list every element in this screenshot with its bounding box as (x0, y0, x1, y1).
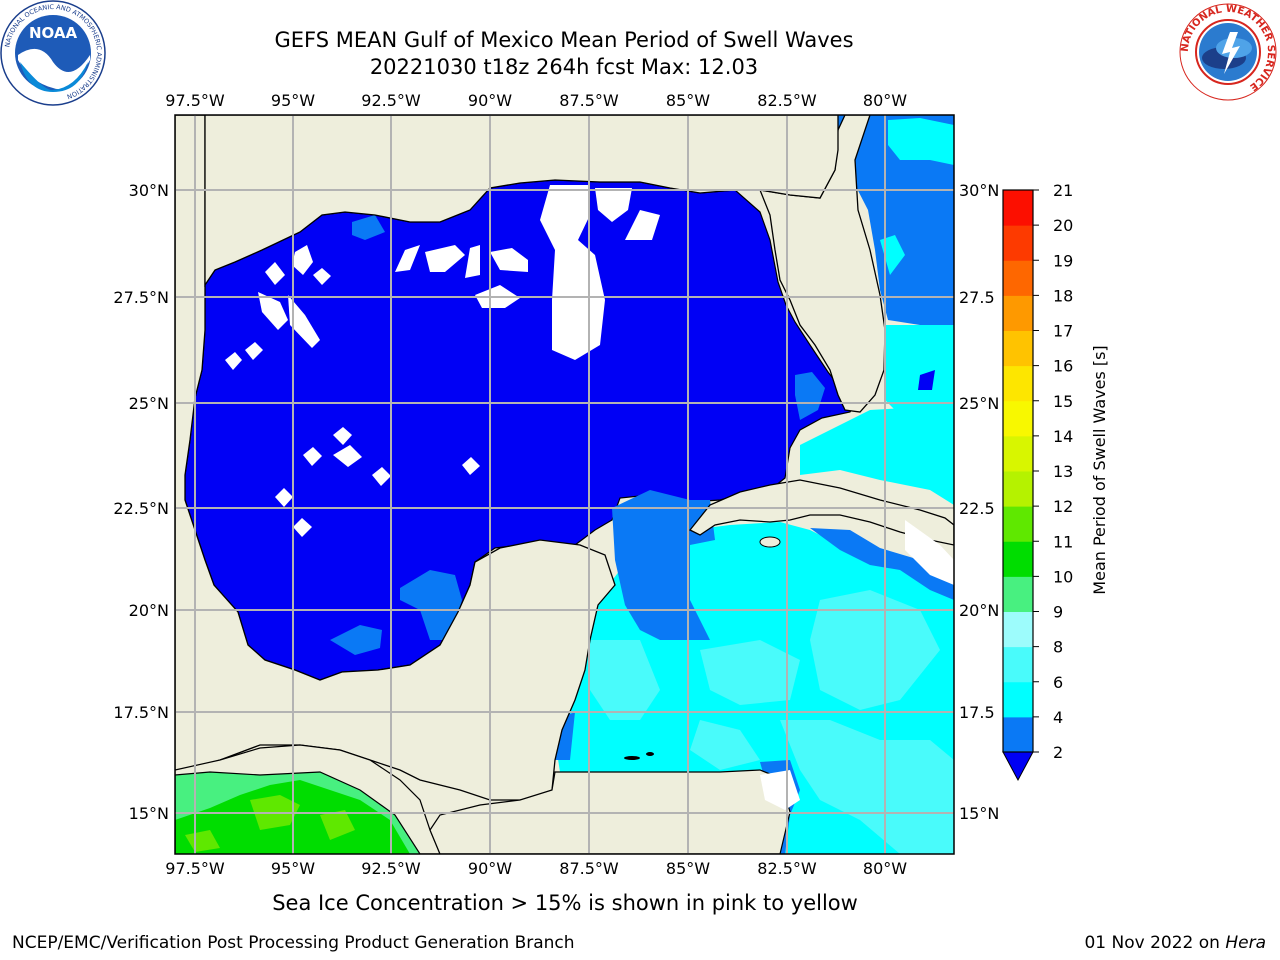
footer-date: 01 Nov 2022 on (1084, 933, 1226, 953)
colorbar: 2 4 6 8 9 10 11 12 13 14 15 16 17 18 19 20 21 (1002, 181, 1073, 782)
lat-label-left-2: 25°N (129, 394, 169, 413)
colorbar-tick-label-3: 8 (1053, 638, 1063, 657)
colorbar-segment-14 (1003, 225, 1033, 261)
colorbar-tick-label-16: 21 (1053, 181, 1073, 200)
lon-label-top-6: 82.5°W (757, 91, 817, 110)
colorbar-tick-label-15: 20 (1053, 216, 1073, 235)
lon-label-top-4: 87.5°W (559, 91, 619, 110)
lat-label-left-4: 20°N (129, 601, 169, 620)
colorbar-tick-label-0: 2 (1053, 743, 1063, 762)
lat-label-left-5: 17.5°N (113, 703, 169, 722)
lon-label-bottom-0: 97.5°W (165, 859, 225, 878)
colorbar-tick-label-10: 15 (1053, 392, 1073, 411)
lon-labels-bottom: 97.5°W 95°W 92.5°W 90°W 87.5°W 85°W 82.5°W 80°W (165, 859, 907, 878)
lat-label-right-2: 25°N (959, 394, 999, 413)
map-frame (174, 114, 955, 855)
lon-label-top-5: 85°W (666, 91, 710, 110)
footer-host: Hera (1225, 933, 1266, 953)
colorbar-title: Mean Period of Swell Waves [s] (1090, 345, 1109, 594)
lat-label-right-1: 27.5 (959, 288, 995, 307)
colorbar-segment-3 (1003, 611, 1033, 648)
lat-label-right-6: 15°N (959, 804, 999, 823)
noaa-logo-text: NOAA (29, 24, 78, 42)
colorbar-segment-10 (1003, 365, 1033, 402)
lat-label-left-3: 22.5°N (113, 499, 169, 518)
colorbar-tick-label-8: 13 (1053, 462, 1073, 481)
lat-label-left-6: 15°N (129, 804, 169, 823)
colorbar-tick-label-9: 14 (1053, 427, 1073, 446)
chart-title: GEFS MEAN Gulf of Mexico Mean Period of … (274, 28, 854, 52)
lon-label-bottom-7: 80°W (863, 859, 907, 878)
colorbar-segment-8 (1003, 435, 1033, 472)
lon-label-bottom-1: 95°W (271, 859, 315, 878)
lat-label-right-3: 22.5 (959, 499, 995, 518)
colorbar-tick-label-5: 10 (1053, 567, 1073, 586)
colorbar-segment-9 (1003, 400, 1033, 437)
isle-of-youth (759, 536, 781, 548)
carib-light-patches (590, 590, 954, 854)
colorbar-segment-6 (1003, 506, 1033, 542)
lon-label-top-0: 97.5°W (165, 91, 225, 110)
lon-labels-top: 97.5°W 95°W 92.5°W 90°W 87.5°W 85°W 82.5°W 80°W (165, 91, 907, 110)
atlantic-swell-field (838, 115, 954, 330)
colorbar-tick-label-2: 6 (1053, 673, 1063, 692)
yucatan-land (175, 115, 616, 854)
sea-ice-caption: Sea Ice Concentration > 15% is shown in … (272, 891, 858, 915)
cuba-land (688, 479, 954, 546)
map-area (175, 115, 954, 854)
lon-label-bottom-3: 90°W (468, 859, 512, 878)
lon-label-bottom-5: 85°W (666, 859, 710, 878)
lat-labels-right: 30°N 27.5 25°N 22.5 20°N 17.5 15°N (959, 181, 999, 823)
colorbar-tick-label-4: 9 (1053, 603, 1063, 622)
lon-label-bottom-2: 92.5°W (361, 859, 421, 878)
lon-label-top-3: 90°W (468, 91, 512, 110)
colorbar-tick-label-1: 4 (1053, 708, 1063, 727)
footer-right: 01 Nov 2022 on Hera (1084, 933, 1266, 953)
nicaragua-gap (760, 770, 800, 810)
colorbar-segment-0 (1003, 716, 1033, 753)
colorbar-tick-label-12: 17 (1053, 322, 1073, 341)
noaa-logo: NOAA NATIONAL OCEANIC AND ATMOSPHERIC AD… (0, 0, 106, 106)
nws-logo: NATIONAL WEATHER SERVICE (1179, 3, 1277, 101)
colorbar-tick-label-14: 19 (1053, 251, 1073, 270)
footer-left: NCEP/EMC/Verification Post Processing Pr… (12, 933, 575, 953)
colorbar-segment-7 (1003, 471, 1033, 507)
lon-label-top-7: 80°W (863, 91, 907, 110)
lon-label-top-2: 92.5°W (361, 91, 421, 110)
mid-period-patches (330, 215, 825, 655)
colorbar-segment-1 (1003, 681, 1033, 718)
colorbar-tick-label-13: 18 (1053, 286, 1073, 305)
lat-labels-left: 30°N 27.5°N 25°N 22.5°N 20°N 17.5°N 15°N (113, 181, 169, 823)
bay-island-small (646, 752, 654, 756)
colorbar-segment-4 (1003, 576, 1033, 612)
lat-label-left-0: 30°N (129, 181, 169, 200)
bahamas-gap (905, 520, 954, 585)
colorbar-segment-12 (1003, 295, 1033, 331)
chart-subtitle: 20221030 t18z 264h fcst Max: 12.03 (369, 55, 759, 79)
lat-label-right-5: 17.5 (959, 703, 995, 722)
lat-label-right-4: 20°N (959, 601, 999, 620)
us-coast-land (175, 115, 839, 288)
colorbar-segment-15 (1003, 190, 1033, 226)
no-data-patches (225, 185, 660, 537)
colorbar-tick-label-11: 16 (1053, 357, 1073, 376)
map-gridlines (175, 115, 954, 854)
lat-label-right-0: 30°N (959, 181, 999, 200)
lon-label-top-1: 95°W (271, 91, 315, 110)
colorbar-segment-13 (1003, 260, 1033, 296)
colorbar-segment-5 (1003, 541, 1033, 577)
bay-islands (624, 756, 640, 760)
colorbar-extend-arrow (1002, 751, 1034, 782)
colorbar-segment-2 (1003, 646, 1033, 683)
atlantic-deep-patches (918, 370, 935, 390)
lat-label-left-1: 27.5°N (113, 288, 169, 307)
colorbar-segment-11 (1003, 330, 1033, 367)
colorbar-tick-label-6: 11 (1053, 532, 1073, 551)
lon-label-bottom-6: 82.5°W (757, 859, 817, 878)
colorbar-tick-label-7: 12 (1053, 497, 1073, 516)
lon-label-bottom-4: 87.5°W (559, 859, 619, 878)
